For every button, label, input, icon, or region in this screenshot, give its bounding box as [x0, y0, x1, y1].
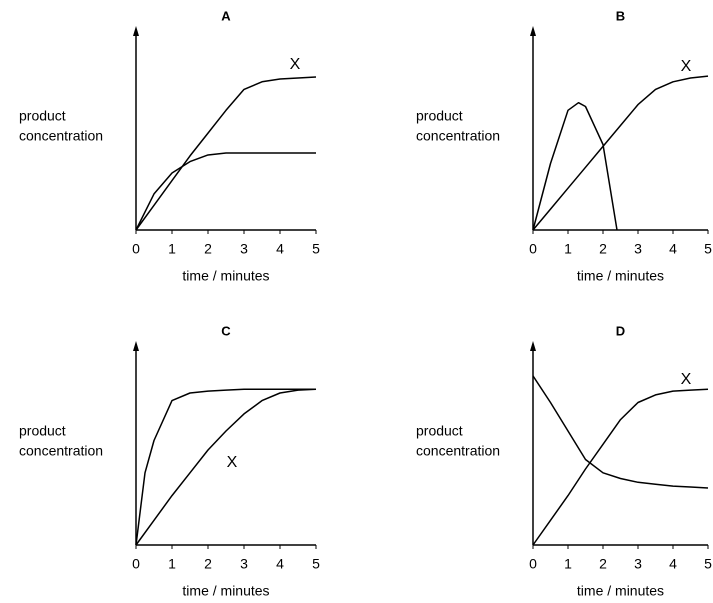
line	[532, 375, 709, 489]
x-tick-label: 3	[634, 556, 642, 572]
x-axis-label: time / minutes	[182, 583, 269, 599]
x-tick-label: 3	[240, 241, 248, 257]
x-tick-label: 4	[669, 241, 677, 257]
line	[532, 388, 709, 546]
x-tick-label: 2	[204, 556, 212, 572]
annotation: X	[681, 58, 692, 75]
x-tick-label: 5	[704, 241, 712, 257]
x-tick-label: 2	[204, 241, 212, 257]
x-tick-label: 4	[276, 241, 284, 257]
chart-title: A	[221, 8, 231, 23]
x-tick-label: 2	[599, 556, 607, 572]
x-tick-label: 0	[132, 241, 140, 257]
x-tick-label: 1	[564, 241, 572, 257]
line	[135, 76, 317, 231]
line	[532, 101, 618, 231]
x-axis-label: time / minutes	[182, 268, 269, 284]
x-tick-label: 1	[168, 556, 176, 572]
y-axis-label: product	[416, 423, 463, 439]
annotation: X	[290, 56, 301, 73]
x-tick-label: 3	[240, 556, 248, 572]
line	[135, 152, 316, 231]
annotation: X	[227, 454, 238, 471]
y-axis-label: concentration	[19, 443, 103, 459]
x-tick-label: 4	[276, 556, 284, 572]
line	[135, 388, 317, 546]
x-tick-label: 4	[669, 556, 677, 572]
x-tick-label: 5	[312, 241, 320, 257]
x-tick-label: 2	[599, 241, 607, 257]
x-tick-label: 0	[529, 556, 537, 572]
y-axis-label: concentration	[416, 128, 500, 144]
y-axis-arrow	[530, 341, 536, 351]
line	[135, 388, 316, 546]
x-tick-label: 5	[312, 556, 320, 572]
y-axis-label: product	[19, 108, 66, 124]
x-tick-label: 0	[529, 241, 537, 257]
y-axis-arrow	[530, 26, 536, 36]
y-axis-label: product	[19, 423, 66, 439]
y-axis-arrow	[133, 26, 139, 36]
x-tick-label: 3	[634, 241, 642, 257]
x-axis-label: time / minutes	[577, 583, 664, 599]
chart-title: C	[221, 323, 231, 338]
x-tick-label: 1	[564, 556, 572, 572]
x-tick-label: 0	[132, 556, 140, 572]
x-tick-label: 5	[704, 556, 712, 572]
line	[532, 75, 709, 231]
y-axis-label: concentration	[416, 443, 500, 459]
y-axis-arrow	[133, 341, 139, 351]
chart-title: D	[616, 323, 625, 338]
y-axis-label: product	[416, 108, 463, 124]
annotation: X	[681, 371, 692, 388]
x-tick-label: 1	[168, 241, 176, 257]
chart-title: B	[616, 8, 625, 23]
x-axis-label: time / minutes	[577, 268, 664, 284]
y-axis-label: concentration	[19, 128, 103, 144]
